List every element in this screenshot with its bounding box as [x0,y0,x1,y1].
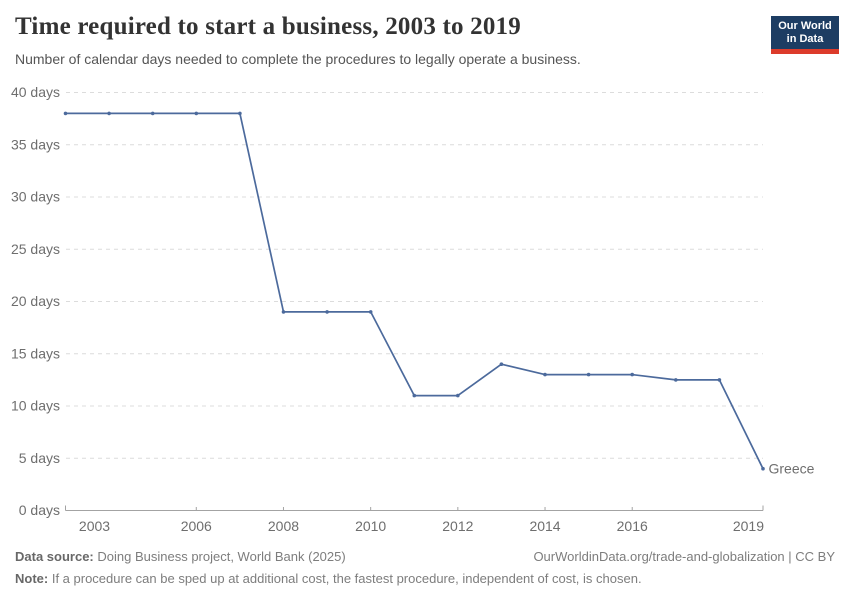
chart-footer: Data source: Doing Business project, Wor… [15,549,835,587]
chart-note: Note: If a procedure can be sped up at a… [15,571,642,586]
data-point [368,310,373,314]
y-tick-label: 25 days [11,241,60,257]
data-point [674,378,678,382]
y-tick-label: 15 days [11,345,60,361]
data-point [717,378,722,382]
data-point [281,310,286,314]
data-line [64,112,764,470]
data-point [107,111,111,116]
data-source-label: Data source: [15,549,94,564]
y-tick-label: 10 days [11,398,60,414]
y-tick-label: 30 days [11,189,60,205]
chart-subtitle: Number of calendar days needed to comple… [15,51,581,67]
data-point [543,372,547,377]
data-point [499,362,504,367]
series-end-label: Greece [769,461,815,477]
data-point [325,310,329,314]
x-tick-label: 2010 [355,518,386,534]
data-source-text: Data source: Doing Business project, Wor… [15,549,346,564]
x-tick-label: 2016 [617,518,648,534]
data-point [630,372,634,377]
chart-title: Time required to start a business, 2003 … [15,13,521,40]
owid-logo-line1: Our World [778,20,832,32]
data-point [194,111,199,116]
y-tick-label: 40 days [11,84,60,100]
credit-link: OurWorldinData.org/trade-and-globalizati… [533,549,835,564]
data-point [63,111,68,116]
x-tick-label: 2014 [529,518,560,534]
y-tick-label: 20 days [11,293,60,309]
owid-logo-line2: in Data [786,33,824,45]
x-tick-label: 2003 [79,518,110,534]
data-point [412,393,417,398]
data-point [761,466,765,471]
data-point [150,111,155,116]
y-tick-label: 35 days [11,136,60,152]
data-point [586,372,591,377]
data-point [456,393,460,398]
owid-logo: Our World in Data [771,16,839,54]
data-point [238,111,242,116]
y-tick-label: 5 days [19,450,60,466]
note-label: Note: [15,571,49,586]
x-tick-label: 2006 [181,518,212,534]
y-tick-label: 0 days [19,502,60,518]
x-tick-label: 2012 [442,518,473,534]
x-tick-label: 2008 [268,518,299,534]
x-tick-label: 2019 [733,518,764,534]
